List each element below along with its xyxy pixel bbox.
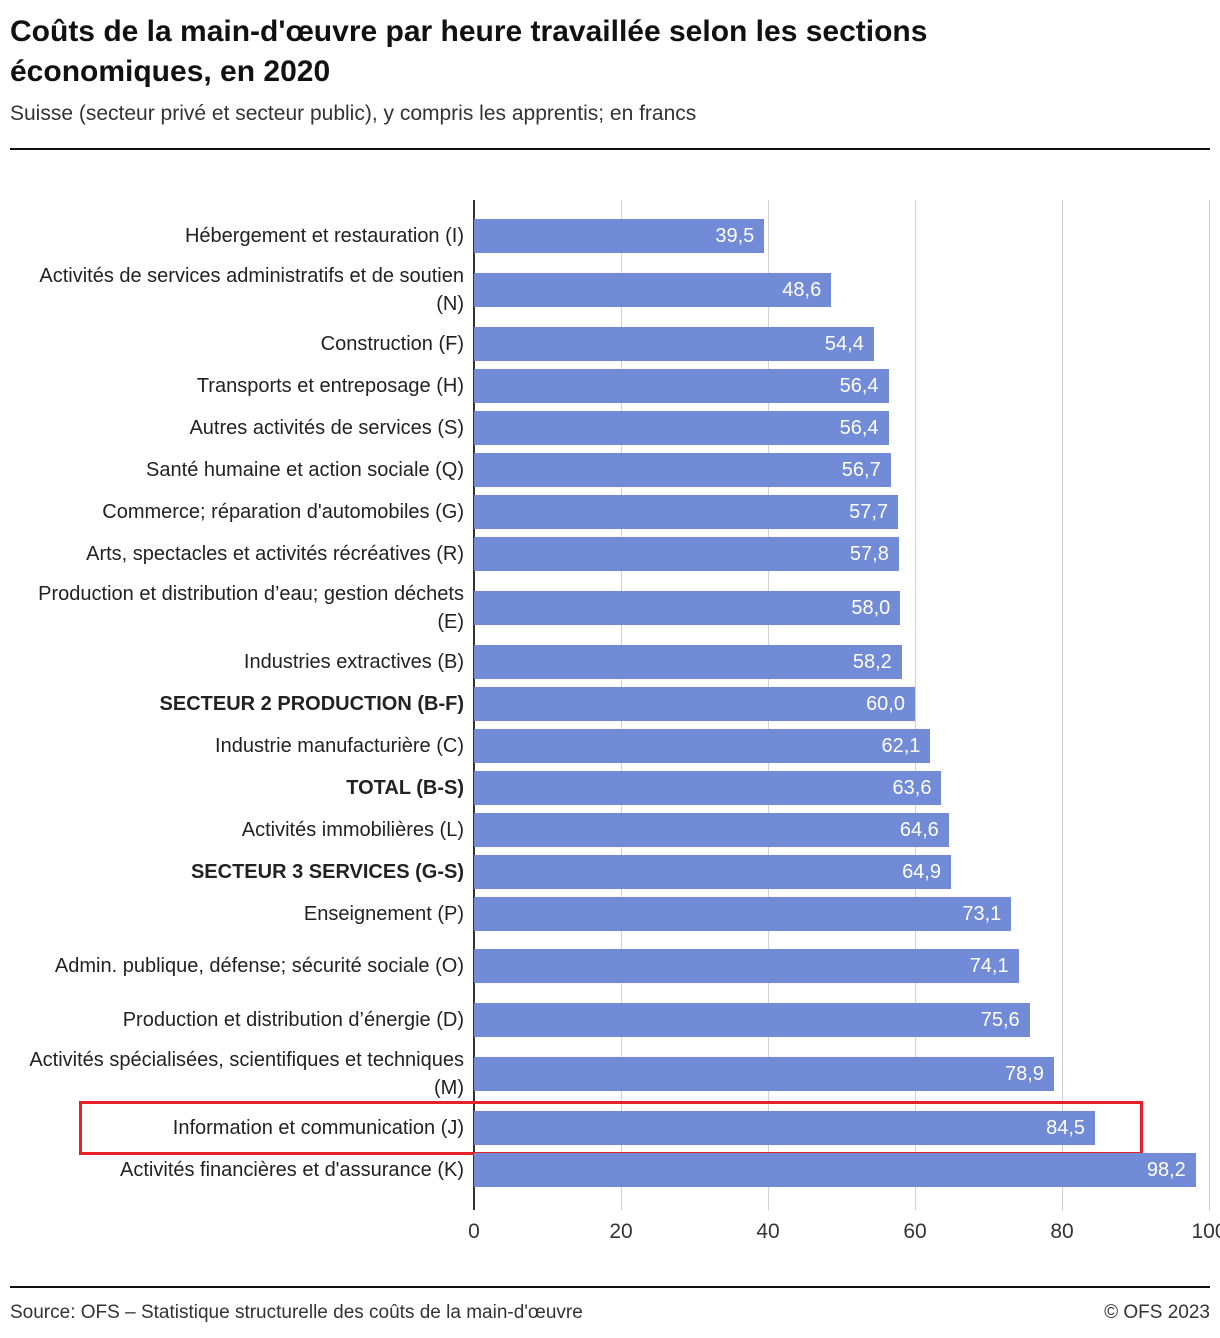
- bar: [474, 219, 765, 253]
- bottom-divider: [10, 1286, 1210, 1288]
- data-label: 63,6: [892, 777, 932, 799]
- category-label: Arts, spectacles et activités récréative…: [86, 543, 464, 565]
- data-label: 62,1: [881, 735, 921, 757]
- category-label: Activités immobilières (L): [241, 819, 464, 841]
- data-label: 57,7: [849, 501, 889, 523]
- chart-title: Coûts de la main-d'œuvre par heure trava…: [10, 15, 928, 88]
- gridline: [1062, 200, 1063, 1210]
- bar: [474, 771, 942, 805]
- category-label: Activités spécialisées, scientifiques et…: [29, 1049, 464, 1099]
- data-label: 48,6: [782, 279, 822, 301]
- category-label: TOTAL (B-S): [346, 777, 464, 799]
- bar: [474, 453, 891, 487]
- bar: [474, 687, 915, 721]
- category-label: Production et distribution d’eau; gestio…: [38, 583, 464, 633]
- data-label: 58,0: [851, 597, 891, 619]
- data-label: 98,2: [1146, 1159, 1186, 1181]
- category-label: Industrie manufacturière (C): [215, 735, 464, 757]
- category-label: Activités de services administratifs et …: [39, 265, 464, 315]
- category-label: Hébergement et restauration (I): [184, 225, 464, 247]
- bar: [474, 1057, 1054, 1091]
- category-label: Activités financières et d'assurance (K): [120, 1159, 464, 1181]
- bar: [474, 1003, 1030, 1037]
- bar: [474, 949, 1019, 983]
- data-label: 57,8: [849, 543, 889, 565]
- data-label: 39,5: [715, 225, 755, 247]
- x-tick-label: 40: [756, 1220, 780, 1243]
- data-label: 74,1: [969, 955, 1009, 977]
- category-label: Information et communication (J): [172, 1117, 464, 1139]
- bar: [474, 729, 931, 763]
- bar: [474, 645, 902, 679]
- bar: [474, 327, 874, 361]
- bar: [474, 1153, 1196, 1187]
- category-label: Santé humaine et action sociale (Q): [146, 459, 464, 481]
- chart-subtitle: Suisse (secteur privé et secteur public)…: [10, 102, 697, 125]
- x-tick-label: 100: [1191, 1220, 1220, 1243]
- category-label: Industries extractives (B): [243, 651, 464, 673]
- top-divider: [10, 148, 1210, 150]
- category-label: Commerce; réparation d'automobiles (G): [102, 501, 464, 523]
- data-label: 56,7: [841, 459, 881, 481]
- bar: [474, 273, 832, 307]
- category-label: Admin. publique, défense; sécurité socia…: [54, 955, 464, 977]
- bar: [474, 537, 899, 571]
- category-label: Transports et entreposage (H): [196, 375, 464, 397]
- data-label: 60,0: [866, 693, 905, 715]
- data-label: 64,9: [902, 861, 941, 883]
- bar: [474, 495, 899, 529]
- category-label: Autres activités de services (S): [189, 417, 464, 439]
- category-label: Production et distribution d’énergie (D): [122, 1009, 464, 1031]
- data-label: 56,4: [839, 375, 879, 397]
- gridline: [1209, 200, 1210, 1210]
- data-label: 84,5: [1046, 1117, 1086, 1139]
- x-tick-label: 20: [609, 1220, 633, 1243]
- bar: [474, 591, 901, 625]
- data-label: 64,6: [899, 819, 939, 841]
- bar: [474, 813, 949, 847]
- data-label: 73,1: [962, 903, 1002, 925]
- data-label: 58,2: [852, 651, 892, 673]
- bar: [474, 1111, 1096, 1145]
- source-note: Source: OFS – Statistique structurelle d…: [10, 1302, 583, 1323]
- data-label: 75,6: [980, 1009, 1020, 1031]
- category-label: SECTEUR 3 SERVICES (G-S): [190, 861, 464, 883]
- data-label: 56,4: [839, 417, 879, 439]
- bar: [474, 897, 1012, 931]
- category-label: Enseignement (P): [303, 903, 464, 925]
- bar: [474, 411, 889, 445]
- category-label: SECTEUR 2 PRODUCTION (B-F): [159, 693, 464, 715]
- bar: [474, 855, 951, 889]
- data-label: 54,4: [824, 333, 864, 355]
- x-tick-label: 80: [1050, 1220, 1074, 1243]
- copyright: © OFS 2023: [1104, 1302, 1210, 1323]
- gridline: [915, 200, 916, 1210]
- data-label: 78,9: [1004, 1063, 1044, 1085]
- bar: [474, 369, 889, 403]
- x-tick-label: 0: [468, 1220, 480, 1243]
- x-tick-label: 60: [903, 1220, 927, 1243]
- category-label: Construction (F): [320, 333, 464, 355]
